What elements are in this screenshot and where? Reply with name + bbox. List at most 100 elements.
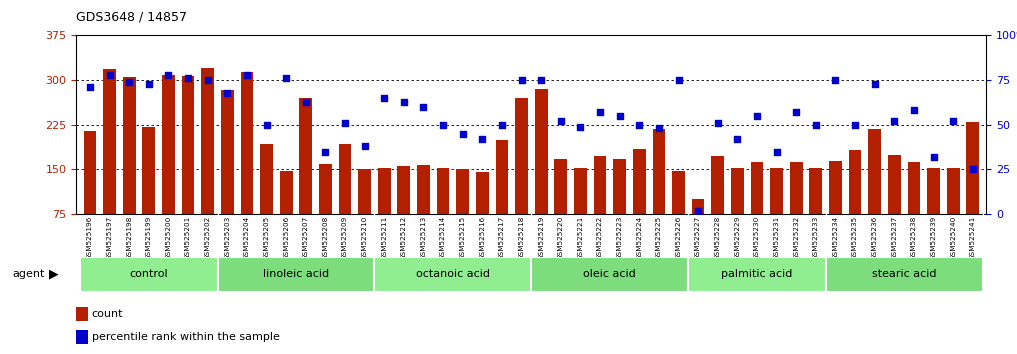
Text: agent: agent <box>12 269 45 279</box>
Bar <box>848 150 861 214</box>
Bar <box>436 168 450 214</box>
Text: GSM525205: GSM525205 <box>263 216 270 260</box>
Point <box>769 149 785 154</box>
Point <box>729 136 745 142</box>
Text: GSM525211: GSM525211 <box>381 216 387 260</box>
Point <box>788 109 804 115</box>
Point <box>592 109 608 115</box>
Point <box>886 118 902 124</box>
Point <box>690 208 706 213</box>
Text: GSM525209: GSM525209 <box>342 216 348 260</box>
Bar <box>299 98 312 214</box>
Point <box>455 131 471 137</box>
Point <box>161 72 177 78</box>
Bar <box>76 330 88 344</box>
Text: GSM525212: GSM525212 <box>401 216 407 260</box>
Bar <box>711 156 724 214</box>
Bar <box>319 164 332 214</box>
Bar <box>613 159 626 214</box>
Point <box>670 77 686 83</box>
Text: GSM525221: GSM525221 <box>578 216 584 260</box>
Text: GSM525223: GSM525223 <box>616 216 622 260</box>
Bar <box>241 72 253 214</box>
Bar <box>692 199 705 214</box>
Bar <box>104 69 116 214</box>
Bar <box>142 127 156 214</box>
Bar <box>221 90 234 214</box>
Bar <box>182 76 194 214</box>
Text: GSM525227: GSM525227 <box>696 216 701 260</box>
Point <box>357 143 373 149</box>
Point <box>82 84 99 90</box>
Bar <box>339 144 352 214</box>
Point <box>435 122 452 127</box>
Bar <box>574 168 587 214</box>
Text: GSM525234: GSM525234 <box>833 216 838 260</box>
Bar <box>495 140 508 214</box>
Text: GSM525196: GSM525196 <box>87 216 93 260</box>
Text: GSM525230: GSM525230 <box>754 216 760 260</box>
Text: GSM525236: GSM525236 <box>872 216 878 260</box>
Text: GSM525241: GSM525241 <box>970 216 975 260</box>
Text: count: count <box>92 309 123 319</box>
Point <box>298 99 314 104</box>
Text: GSM525224: GSM525224 <box>637 216 643 260</box>
Point <box>945 118 961 124</box>
Point <box>376 95 393 101</box>
Point <box>415 104 431 110</box>
Point <box>140 81 157 86</box>
Point <box>827 77 843 83</box>
Bar <box>123 77 135 214</box>
Point <box>807 122 824 127</box>
Bar <box>76 307 88 321</box>
Bar <box>826 257 982 292</box>
Point <box>102 72 118 78</box>
Text: GSM525201: GSM525201 <box>185 216 191 260</box>
Bar <box>869 129 881 214</box>
Text: GSM525237: GSM525237 <box>891 216 897 260</box>
Bar <box>790 162 802 214</box>
Bar <box>358 170 371 214</box>
Bar <box>417 165 430 214</box>
Point <box>651 126 667 131</box>
Bar <box>907 162 920 214</box>
Point <box>906 108 922 113</box>
Bar <box>966 122 979 214</box>
Point <box>396 99 412 104</box>
Bar <box>83 131 97 214</box>
Point <box>121 79 137 85</box>
Bar <box>689 257 826 292</box>
Point <box>611 113 627 119</box>
Text: GSM525215: GSM525215 <box>460 216 466 260</box>
Point <box>632 122 648 127</box>
Point <box>199 77 216 83</box>
Text: GSM525222: GSM525222 <box>597 216 603 260</box>
Text: GSM525217: GSM525217 <box>499 216 505 260</box>
Bar <box>731 168 743 214</box>
Text: GSM525198: GSM525198 <box>126 216 132 260</box>
Point <box>180 75 196 81</box>
Text: octanoic acid: octanoic acid <box>416 269 490 279</box>
Point <box>514 77 530 83</box>
Point <box>573 124 589 130</box>
Text: GDS3648 / 14857: GDS3648 / 14857 <box>76 11 187 24</box>
Text: GSM525228: GSM525228 <box>715 216 721 260</box>
Point <box>239 72 255 78</box>
Bar <box>516 98 528 214</box>
Bar <box>218 257 374 292</box>
Bar <box>374 257 531 292</box>
Bar <box>535 89 547 214</box>
Text: palmitic acid: palmitic acid <box>721 269 792 279</box>
Text: GSM525213: GSM525213 <box>420 216 426 260</box>
Bar <box>829 160 842 214</box>
Point <box>925 154 942 160</box>
Text: GSM525229: GSM525229 <box>734 216 740 260</box>
Point <box>494 122 511 127</box>
Text: GSM525206: GSM525206 <box>283 216 289 260</box>
Text: GSM525197: GSM525197 <box>107 216 113 260</box>
Text: GSM525233: GSM525233 <box>813 216 819 260</box>
Text: GSM525210: GSM525210 <box>362 216 367 260</box>
Text: GSM525239: GSM525239 <box>931 216 937 260</box>
Point <box>278 75 294 81</box>
Bar <box>260 144 273 214</box>
